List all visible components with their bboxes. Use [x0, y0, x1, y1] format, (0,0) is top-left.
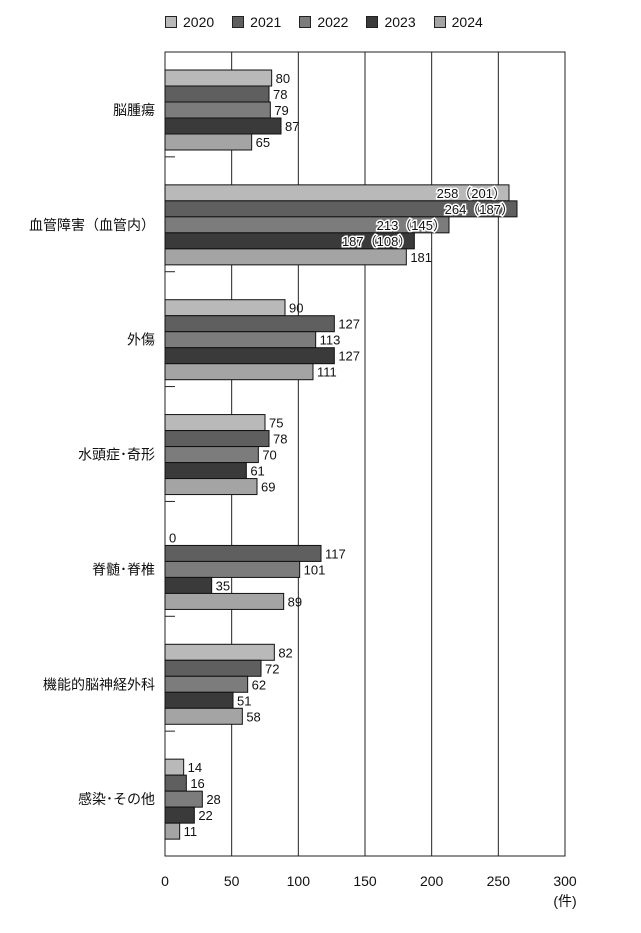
legend-label: 2024: [451, 14, 483, 30]
x-tick-label: 50: [224, 873, 240, 889]
category-label: 脊髄･脊椎: [92, 561, 155, 577]
category-label: 感染･その他: [78, 791, 155, 807]
data-label: 113: [320, 333, 341, 348]
bar-2024-0: [164, 133, 253, 151]
x-tick-label: 150: [353, 873, 377, 889]
category-label: 脳腫瘍: [113, 102, 155, 118]
legend-item-2022: 2022: [299, 14, 348, 30]
data-label: 187（108）: [342, 234, 411, 249]
bar-2020-3: [164, 414, 266, 432]
data-label: 80: [276, 71, 290, 86]
data-label: 79: [274, 103, 288, 118]
data-label: 16: [190, 776, 204, 791]
legend-item-2024: 2024: [433, 14, 483, 30]
bar-2024-2: [164, 363, 314, 381]
bar-2023-0: [164, 117, 282, 135]
bar-2024-6: [164, 822, 181, 840]
legend-label: 2020: [183, 14, 215, 30]
legend-swatch: [433, 16, 446, 28]
bar-2024-4: [164, 592, 285, 610]
data-label: 0: [169, 530, 176, 545]
legend-swatch: [299, 16, 312, 28]
bar-2020-5: [164, 643, 275, 661]
bar-2023-4: [164, 576, 213, 594]
data-label: 87: [285, 119, 299, 134]
bar-2021-4: [164, 544, 322, 562]
data-label: 78: [273, 432, 287, 447]
legend-label: 2023: [384, 14, 416, 30]
bar-2023-2: [164, 347, 335, 365]
bar-2022-5: [164, 675, 249, 693]
chart-legend: 2020 2021 2022 2023 2024: [165, 14, 483, 30]
category-label: 機能的脳神経外科: [43, 676, 155, 692]
data-label: 70: [262, 448, 276, 463]
legend-item-2020: 2020: [165, 14, 214, 30]
data-label: 127: [338, 349, 360, 364]
bar-2022-2: [164, 331, 317, 349]
category-label: 外傷: [127, 332, 155, 348]
data-label: 11: [184, 824, 198, 839]
bar-2023-5: [164, 691, 234, 709]
axis-unit-label: (件): [553, 893, 576, 909]
data-label: 127: [338, 317, 360, 332]
bar-2022-3: [164, 446, 259, 464]
data-label: 101: [304, 562, 326, 577]
data-label: 181: [410, 250, 432, 265]
data-label: 75: [269, 416, 283, 431]
bar-2022-6: [164, 790, 203, 808]
data-label: 72: [265, 661, 279, 676]
data-label: 22: [198, 808, 212, 823]
data-label: 90: [289, 301, 303, 316]
bar-2020-0: [164, 69, 273, 87]
bar-2021-5: [164, 659, 262, 677]
data-label: 111: [317, 365, 337, 380]
bar-2021-0: [164, 85, 270, 103]
data-label: 51: [237, 693, 251, 708]
legend-label: 2022: [317, 14, 349, 30]
data-label: 89: [288, 594, 302, 609]
data-label: 69: [261, 480, 275, 495]
bar-2024-1: [164, 248, 407, 266]
data-label: 78: [273, 87, 287, 102]
x-tick-label: 200: [420, 873, 444, 889]
bar-2021-2: [164, 315, 335, 333]
data-label: 65: [256, 135, 270, 150]
data-label: 61: [250, 464, 264, 479]
data-label: 35: [216, 578, 230, 593]
legend-swatch: [232, 16, 245, 28]
bar-2021-3: [164, 430, 270, 448]
bar-2021-6: [164, 774, 187, 792]
x-tick-label: 0: [161, 873, 169, 889]
x-tick-label: 100: [287, 873, 311, 889]
data-label: 258（201）: [437, 186, 506, 201]
data-label: 213（145）: [377, 218, 446, 233]
bar-2024-3: [164, 478, 258, 496]
legend-item-2023: 2023: [366, 14, 416, 30]
bar-2023-6: [164, 806, 195, 824]
bar-2024-5: [164, 707, 243, 725]
data-label: 58: [246, 709, 260, 724]
bar-2020-2: [164, 299, 286, 317]
bar-2022-0: [164, 101, 271, 119]
data-label: 117: [325, 546, 346, 561]
legend-swatch: [165, 16, 177, 28]
x-tick-label: 300: [553, 873, 577, 889]
bar-2020-6: [164, 758, 185, 776]
category-label: 水頭症･奇形: [78, 447, 155, 463]
x-tick-label: 250: [487, 873, 511, 889]
bar-2022-4: [164, 560, 301, 578]
data-label: 82: [278, 645, 292, 660]
legend-item-2021: 2021: [232, 14, 281, 30]
data-label: 62: [252, 677, 266, 692]
data-label: 28: [206, 792, 220, 807]
legend-swatch: [366, 16, 379, 28]
data-label: 14: [188, 760, 202, 775]
category-label: 血管障害（血管内）: [29, 217, 155, 233]
bar-2023-3: [164, 462, 247, 480]
legend-label: 2021: [250, 14, 282, 30]
data-label: 264（187）: [445, 202, 514, 217]
